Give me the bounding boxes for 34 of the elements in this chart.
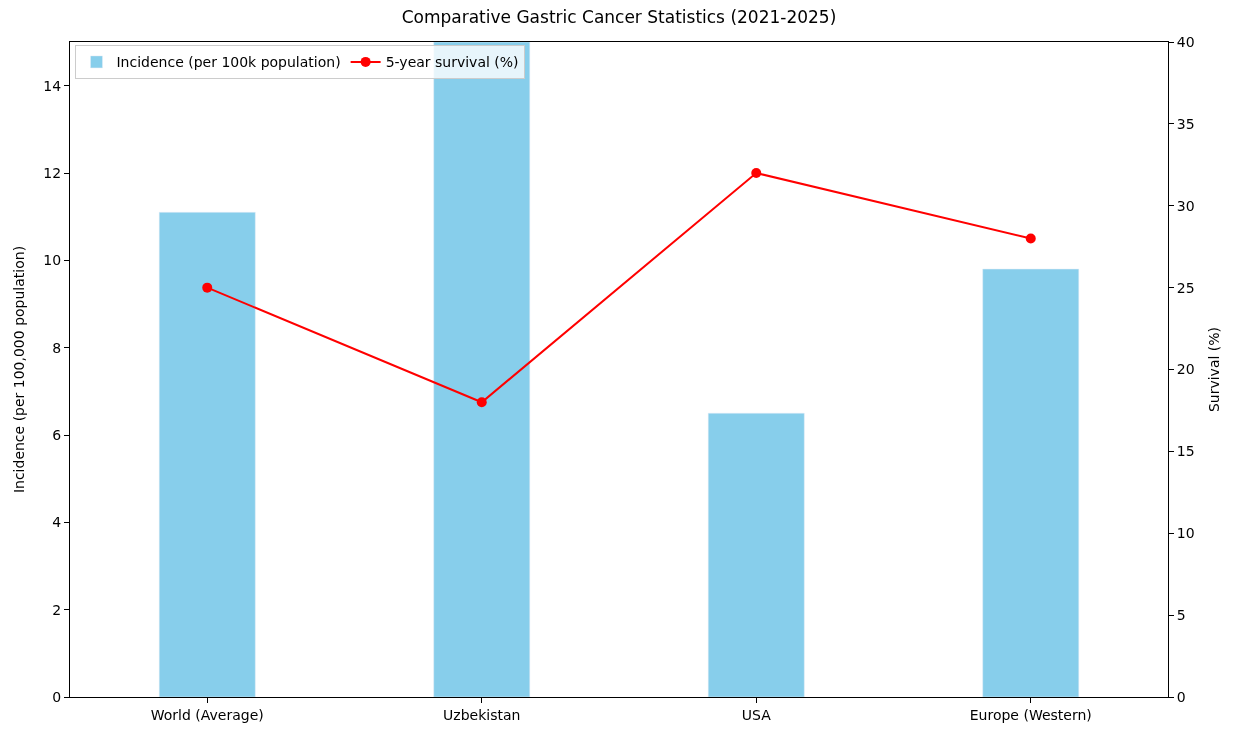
x-tick-label: Europe (Western) <box>969 706 1092 723</box>
y2-tick-label: 5 <box>1176 607 1186 624</box>
y2-tick-label: 35 <box>1176 115 1195 132</box>
y2-tick-label: 25 <box>1176 279 1195 296</box>
y-tick-label: 12 <box>43 164 62 181</box>
y2-tick-label: 15 <box>1176 443 1195 460</box>
y-tick-label: 14 <box>43 77 62 94</box>
y2-tick-label: 10 <box>1176 525 1195 542</box>
bar <box>158 212 256 697</box>
y-tick-label: 6 <box>52 426 62 443</box>
y2-axis-title: Survival (%) <box>1205 326 1222 413</box>
bar <box>433 42 531 697</box>
point <box>751 168 762 178</box>
y2-tick-label: 20 <box>1176 361 1195 378</box>
point <box>476 397 487 408</box>
point <box>1025 233 1036 244</box>
y2-tick-label: 40 <box>1176 33 1195 50</box>
y-tick-label: 10 <box>43 252 62 269</box>
legend-label: 5-year survival (%) <box>385 54 519 71</box>
x-tick-label: USA <box>741 706 772 723</box>
bar <box>982 268 1080 697</box>
legend-label: Incidence (per 100k population) <box>116 54 341 71</box>
y2-tick-label: 30 <box>1176 197 1195 214</box>
y2-tick-label: 0 <box>1176 688 1186 705</box>
chart-title: Comparative Gastric Cancer Statistics (2021-2025) <box>401 6 837 27</box>
y-axis-title: Incidence (per 100,000 population) <box>10 245 27 494</box>
x-tick-label: World (Average) <box>150 706 264 723</box>
y-tick-label: 8 <box>52 339 62 356</box>
y-tick-label: 4 <box>52 514 62 531</box>
y-tick-label: 2 <box>52 601 62 618</box>
y-tick-label: 0 <box>52 688 62 705</box>
x-tick-label: Uzbekistan <box>443 706 521 723</box>
bar <box>707 412 805 697</box>
point <box>202 282 213 293</box>
